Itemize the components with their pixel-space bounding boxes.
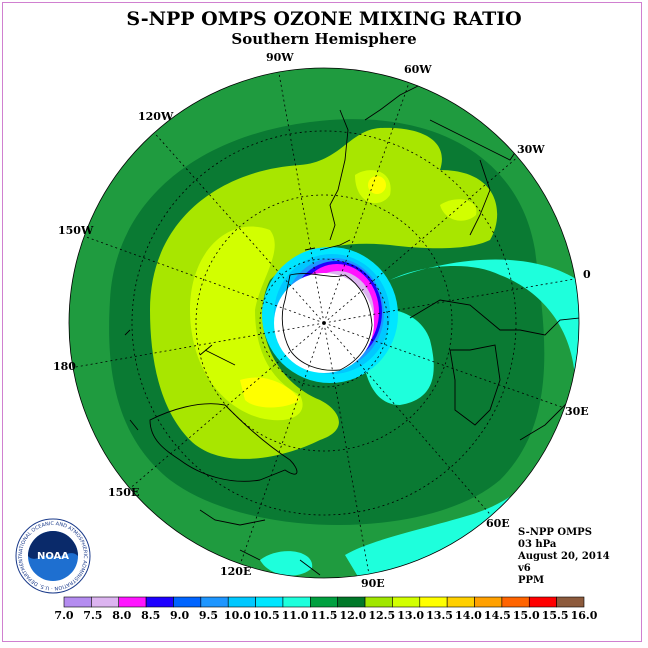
lon-label-90e: 90E [361, 577, 385, 590]
graticule [69, 68, 579, 578]
colorbar-tick-label: 13.0 [397, 609, 425, 622]
colorbar-swatch [227, 596, 256, 608]
colorbar-swatch [118, 596, 147, 608]
colorbar-tick-label: 8.0 [112, 609, 132, 622]
colorbar-tick-label: 9.5 [198, 609, 219, 622]
colorbar-swatch [145, 596, 174, 608]
lon-label-60e: 60E [486, 517, 510, 530]
colorbar-tick-label: 13.5 [426, 609, 453, 622]
noaa-logo: NATIONAL OCEANIC AND ATMOSPHERIC ADMINIS… [15, 518, 91, 594]
lon-label-120e: 120E [220, 565, 252, 578]
info-block: S-NPP OMPS 03 hPa August 20, 2014 v6 PPM [518, 527, 610, 587]
figure-subtitle: Southern Hemisphere [231, 30, 417, 48]
lon-label-60w: 60W [404, 63, 432, 76]
colorbar-swatch [419, 596, 448, 608]
noaa-logo-text: NOAA [37, 551, 69, 562]
lon-label-150e: 150E [108, 486, 140, 499]
colorbar [63, 596, 585, 608]
colorbar-swatch [63, 596, 92, 608]
ozone-band-11-south [260, 551, 313, 576]
ozone-max-north [368, 176, 386, 194]
colorbar-tick-label: 16.0 [570, 609, 598, 622]
figure-title: S-NPP OMPS OZONE MIXING RATIO [126, 8, 522, 30]
lon-label-120w: 120W [138, 110, 174, 123]
info-date: August 20, 2014 [518, 551, 610, 562]
colorbar-swatch [255, 596, 284, 608]
info-units: PPM [518, 575, 545, 586]
colorbar-tick-label: 7.5 [83, 609, 103, 622]
colorbar-tick-label: 7.0 [54, 609, 74, 622]
info-version: v6 [518, 563, 531, 574]
colorbar-tick-label: 15.5 [541, 609, 569, 622]
ozone-band-13 [190, 226, 303, 421]
colorbar-swatch [91, 596, 120, 608]
colorbar-tick-label: 14.5 [483, 609, 511, 622]
lon-label-90w: 90W [266, 51, 294, 64]
colorbar-swatch [173, 596, 202, 608]
lon-label-0: 0 [583, 268, 591, 281]
info-level: 03 hPa [518, 539, 557, 550]
colorbar-swatch [528, 596, 557, 608]
colorbar-tick-label: 11.0 [281, 609, 309, 622]
colorbar-swatch [501, 596, 530, 608]
colorbar-swatch [337, 596, 366, 608]
colorbar-tick-label: 15.0 [512, 609, 540, 622]
colorbar-swatch [200, 596, 229, 608]
colorbar-tick-label: 9.0 [169, 609, 190, 622]
map-border [68, 67, 580, 579]
lon-label-30e: 30E [565, 405, 589, 418]
colorbar-tick-label: 10.5 [252, 609, 280, 622]
colorbar-tick-label: 14.0 [455, 609, 482, 622]
lon-label-150w: 150W [58, 224, 94, 237]
colorbar-tick-label: 10.0 [223, 609, 251, 622]
colorbar-tick-label: 8.5 [141, 609, 161, 622]
colorbar-tick-label: 11.5 [310, 609, 338, 622]
colorbar-swatch [364, 596, 393, 608]
colorbar-tick-label: 12.0 [339, 609, 367, 622]
ozone-max-yellow [240, 377, 300, 408]
lon-label-30w: 30W [517, 143, 545, 156]
lon-label-180: 180 [53, 360, 76, 373]
figure-frame [2, 2, 642, 642]
info-instrument: S-NPP OMPS [518, 527, 592, 538]
colorbar-swatch [474, 596, 503, 608]
colorbar-swatch [282, 596, 311, 608]
coastlines [124, 79, 579, 576]
colorbar-swatch [310, 596, 338, 608]
colorbar-swatch [446, 596, 475, 608]
colorbar-tick-label: 12.5 [368, 609, 396, 622]
colorbar-swatch [556, 596, 585, 608]
colorbar-swatch [392, 596, 421, 608]
